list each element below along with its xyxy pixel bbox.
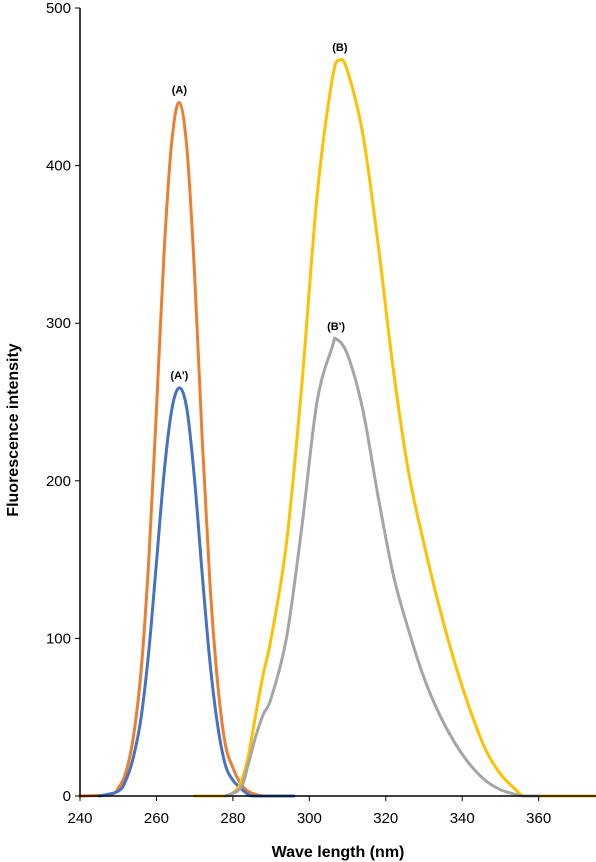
y-axis-title: Fluorescence intensity <box>5 343 22 516</box>
series-line-1 <box>97 386 296 798</box>
x-tick-label: 280 <box>220 810 245 827</box>
y-tick-label: 400 <box>46 158 71 175</box>
x-tick-label: 360 <box>526 810 551 827</box>
peak-label-0: (A) <box>172 85 188 97</box>
peak-label-1: (A') <box>170 370 188 382</box>
y-tick-label: 100 <box>46 630 71 647</box>
series-line-3 <box>223 336 541 798</box>
series-line-0 <box>78 101 273 798</box>
series-layer <box>78 57 596 798</box>
y-tick-label: 500 <box>46 0 71 17</box>
x-tick-label: 260 <box>144 810 169 827</box>
x-tick-label: 300 <box>297 810 322 827</box>
y-tick-label: 300 <box>46 315 71 332</box>
axis-layer <box>79 8 596 797</box>
x-tick-label: 340 <box>450 810 475 827</box>
tick-layer: 0 100 200 300 400 500 240 260 280 300 320 340 360 <box>46 0 551 827</box>
series-line-2 <box>193 57 596 798</box>
x-axis-title: Wave length (nm) <box>272 844 405 861</box>
peak-label-3: (B') <box>327 321 345 333</box>
x-tick-label: 320 <box>373 810 398 827</box>
y-tick-label: 200 <box>46 473 71 490</box>
peak-label-layer: (A) (A') (B) (B') <box>170 42 347 382</box>
x-tick-label: 240 <box>67 810 92 827</box>
peak-label-2: (B) <box>332 42 348 54</box>
y-tick-label: 0 <box>63 788 71 805</box>
